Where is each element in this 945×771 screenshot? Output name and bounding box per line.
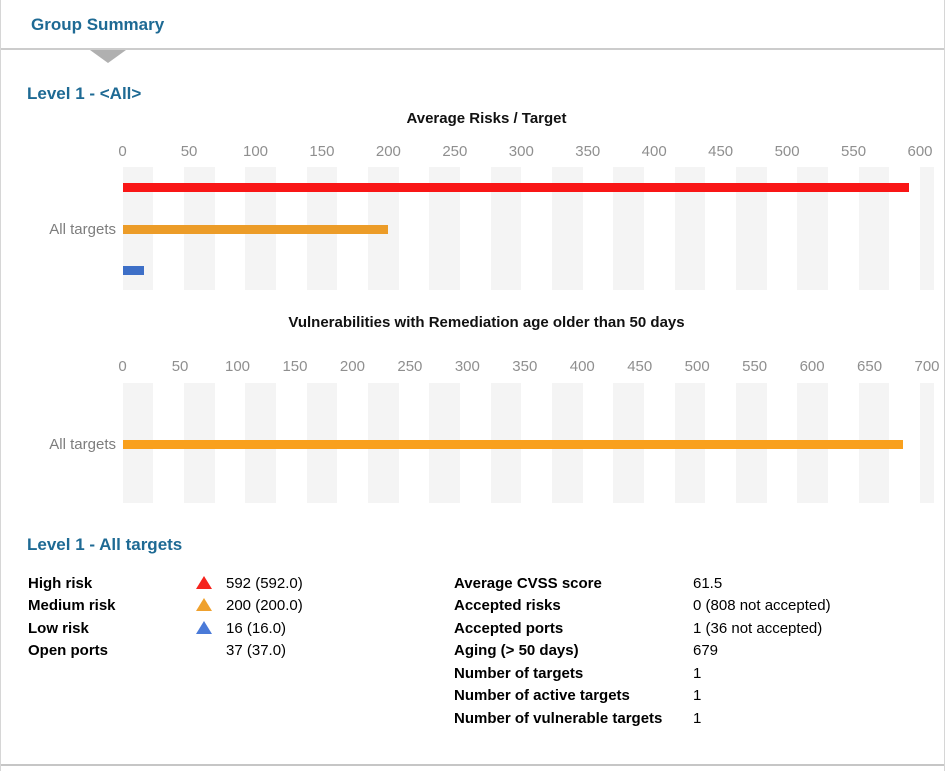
x-tick-label: 100	[242, 143, 269, 160]
grid-stripe	[920, 383, 934, 503]
triangle-up-icon	[196, 598, 212, 611]
x-tick-label: 550	[742, 358, 768, 375]
section-title-level1-targets: Level 1 - All targets	[27, 535, 183, 554]
stat-value: 61.5	[693, 574, 723, 592]
stat-label: Average CVSS score	[454, 574, 602, 592]
stat-label: Accepted ports	[454, 619, 564, 637]
x-tick-label: 300	[454, 358, 480, 375]
category-label: All targets	[49, 436, 116, 453]
x-tick-label: 600	[907, 143, 933, 160]
stat-label: Low risk	[28, 619, 89, 637]
x-tick-label: 600	[799, 358, 825, 375]
x-tick-label: 450	[708, 143, 734, 160]
stat-label: Number of targets	[454, 664, 584, 682]
x-tick-label: 200	[339, 358, 365, 375]
header-divider	[1, 48, 944, 50]
chart2-title: Vulnerabilities with Remediation age old…	[288, 314, 685, 331]
bar-medium-risk[interactable]	[122, 224, 389, 234]
bottom-divider	[1, 764, 944, 766]
x-tick-label: 100	[224, 358, 251, 375]
x-tick-label: 200	[375, 143, 401, 160]
x-tick-label: 250	[442, 143, 468, 160]
stat-label: Medium risk	[28, 597, 116, 614]
triangle-up-icon	[196, 620, 212, 634]
x-tick-label: 550	[841, 143, 867, 160]
x-tick-label: 400	[569, 358, 595, 375]
stat-value: 1	[693, 687, 702, 704]
stat-value: 1 (36 not accepted)	[693, 619, 823, 637]
x-tick-label: 250	[397, 358, 423, 375]
x-tick-label: 500	[684, 358, 710, 375]
x-tick-label: 500	[774, 143, 800, 160]
x-tick-label: 300	[508, 143, 534, 160]
bar-high-risk[interactable]	[122, 183, 910, 192]
stat-label: Number of vulnerable targets	[454, 709, 663, 727]
plot-area	[122, 383, 934, 503]
grid-stripe	[920, 167, 934, 290]
x-tick-label: 50	[171, 358, 189, 375]
stat-value: 37 (37.0)	[226, 642, 287, 659]
stat-label: Accepted risks	[454, 597, 561, 614]
x-tick-label: 150	[282, 358, 308, 375]
stat-label: Open ports	[28, 642, 109, 659]
chart1-title: Average Risks / Target	[406, 110, 567, 127]
stat-label: Number of active targets	[454, 687, 630, 704]
stat-value: 679	[693, 642, 719, 659]
x-tick-label: 50	[180, 143, 198, 160]
bar-aging-50-days-[interactable]	[122, 439, 903, 449]
x-tick-label: 150	[309, 143, 335, 160]
x-tick-label: 0	[118, 143, 127, 160]
x-tick-label: 650	[857, 358, 883, 375]
stat-value: 1	[693, 709, 702, 727]
stat-label: Aging (> 50 days)	[454, 642, 579, 659]
category-label: All targets	[49, 221, 116, 238]
section-title-level1-all: Level 1 - <All>	[27, 84, 142, 103]
stat-value: 592 (592.0)	[226, 574, 303, 592]
stat-value: 200 (200.0)	[226, 597, 303, 614]
stat-value: 1	[693, 664, 702, 682]
bar-low-risk[interactable]	[122, 265, 144, 275]
active-tab-marker-icon	[90, 50, 126, 63]
x-tick-label: 350	[575, 143, 601, 160]
tab-group-summary[interactable]: Group Summary	[31, 15, 165, 34]
x-tick-label: 350	[512, 358, 538, 375]
stat-label: High risk	[28, 574, 93, 592]
plot-area	[122, 167, 934, 290]
x-tick-label: 400	[641, 143, 667, 160]
x-tick-label: 450	[627, 358, 653, 375]
stat-value: 0 (808 not accepted)	[693, 597, 831, 614]
x-tick-label: 0	[118, 358, 127, 375]
stat-value: 16 (16.0)	[226, 619, 287, 637]
triangle-up-icon	[196, 575, 212, 589]
x-tick-label: 700	[914, 358, 940, 375]
